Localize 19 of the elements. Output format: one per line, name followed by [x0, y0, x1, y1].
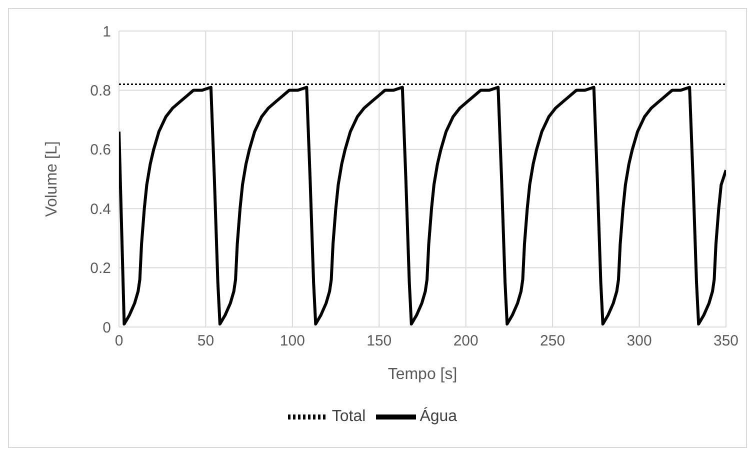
x-tick-label: 150	[366, 332, 392, 350]
y-tick-label: 1	[102, 23, 111, 40]
y-tick-label: 0.6	[90, 142, 111, 159]
x-tick-label: 100	[280, 332, 305, 350]
x-tick-label: 300	[626, 332, 652, 350]
x-tick-label: 350	[713, 332, 739, 350]
y-tick-label: 0.8	[90, 82, 111, 100]
y-axis-title: Volume [L]	[44, 141, 61, 217]
y-tick-label: 0	[102, 319, 111, 336]
x-tick-label: 200	[453, 332, 478, 350]
x-tick-label: 50	[197, 332, 214, 350]
x-tick-label: 250	[540, 332, 566, 350]
legend-label: Total	[332, 408, 366, 426]
x-tick-label: 0	[114, 332, 124, 350]
legend-label: Água	[420, 408, 458, 426]
y-tick-label: 0.4	[90, 200, 111, 218]
line-series	[119, 86, 726, 326]
x-axis-title: Tempo [s]	[388, 366, 458, 383]
y-tick-label: 0.2	[90, 260, 111, 278]
